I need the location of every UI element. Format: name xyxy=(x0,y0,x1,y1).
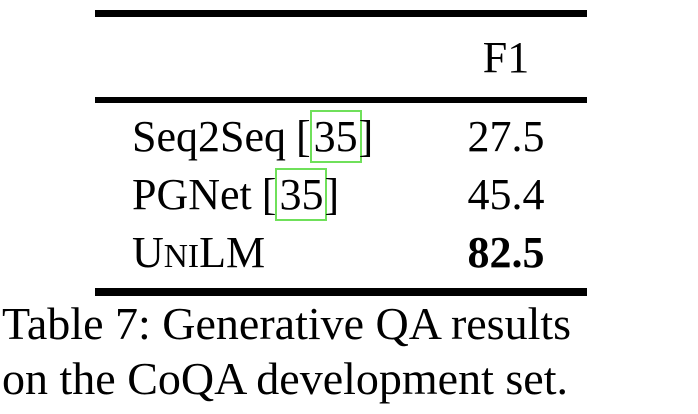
model-label: Seq2Seq [35] xyxy=(95,108,425,166)
table-mid-rule xyxy=(95,97,587,103)
table-row-pgnet: PGNet [35] 45.4 xyxy=(95,166,587,224)
citation-close-bracket: ] xyxy=(324,170,340,219)
citation-open-bracket: [ xyxy=(261,170,277,219)
f1-value: 82.5 xyxy=(467,228,545,277)
citation-close-bracket: ] xyxy=(358,112,374,161)
f1-value: 27.5 xyxy=(467,112,545,161)
table-top-rule xyxy=(95,10,587,17)
model-label: PGNet [35] xyxy=(95,166,425,224)
table-header-row: F1 xyxy=(95,17,587,97)
citation-open-bracket: [ xyxy=(296,112,311,161)
table-body: Seq2Seq [35] 27.5 PGNet [35] 45.4 UNILM 82… xyxy=(95,103,587,288)
results-table: F1 Seq2Seq [35] 27.5 PGNet [35] 45.4 UNILM… xyxy=(95,10,587,296)
caption-line-2: on the CoQA development set. xyxy=(2,353,568,404)
column-header-f1: F1 xyxy=(482,32,530,82)
caption-line-1: Table 7: Generative QA results xyxy=(2,298,572,349)
model-name: UNILM xyxy=(132,228,266,277)
table-row-seq2seq: Seq2Seq [35] 27.5 xyxy=(95,108,587,166)
model-label: UNILM xyxy=(95,224,425,282)
table-caption: Table 7: Generative QA results on the Co… xyxy=(2,296,698,406)
f1-value: 45.4 xyxy=(467,170,545,219)
citation-link[interactable]: 35 xyxy=(275,168,328,221)
model-name: Seq2Seq xyxy=(132,112,286,161)
table-bottom-rule xyxy=(95,288,587,296)
citation-link[interactable]: 35 xyxy=(309,110,362,163)
model-name: PGNet xyxy=(132,170,252,219)
table-row-unilm: UNILM 82.5 xyxy=(95,224,587,282)
